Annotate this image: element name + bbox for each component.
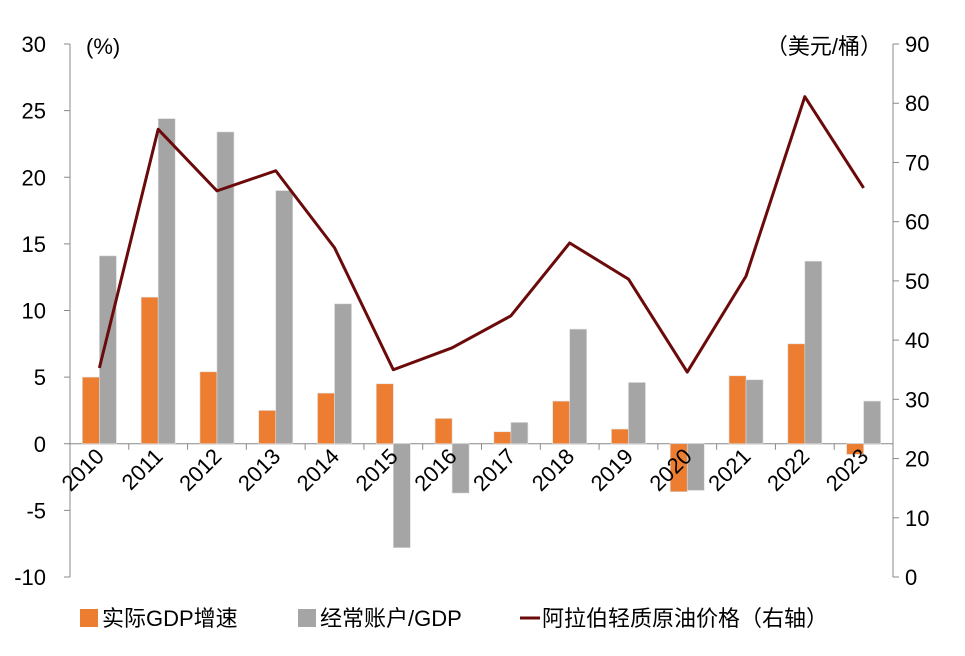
bar-gdp-growth — [494, 432, 511, 444]
x-axis-tick-label: 2010 — [57, 444, 109, 496]
bar-gdp-growth — [82, 377, 99, 444]
left-axis-tick-label: -10 — [14, 565, 46, 590]
bar-current-account — [805, 261, 822, 444]
legend: 实际GDP增速 经常账户/GDP 阿拉伯轻质原油价格（右轴） — [80, 606, 828, 631]
bar-gdp-growth — [259, 410, 276, 443]
right-axis-tick-label: 20 — [905, 447, 929, 472]
right-axis-tick-label: 70 — [905, 150, 929, 175]
bar-current-account — [570, 329, 587, 444]
x-axis-tick-label: 2023 — [821, 444, 873, 496]
x-axis-tick-label: 2017 — [468, 444, 520, 496]
bar-gdp-growth — [729, 376, 746, 444]
right-axis-tick-label: 60 — [905, 210, 929, 235]
bar-current-account — [99, 256, 116, 444]
x-axis-tick-label: 2021 — [703, 444, 755, 496]
bar-gdp-growth — [788, 344, 805, 444]
bar-current-account — [276, 191, 293, 444]
right-axis-tick-label: 40 — [905, 328, 929, 353]
right-axis-tick-label: 80 — [905, 91, 929, 116]
left-axis-tick-label: 30 — [22, 32, 46, 57]
left-axis-tick-label: 10 — [22, 299, 46, 324]
bar-current-account — [746, 380, 763, 444]
left-axis-tick-label: 15 — [22, 232, 46, 257]
left-axis-unit: (%) — [86, 34, 120, 59]
legend-label-oil: 阿拉伯轻质原油价格（右轴） — [542, 606, 828, 631]
right-axis-unit: （美元/桶） — [766, 34, 882, 59]
right-axis-tick-label: 30 — [905, 387, 929, 412]
bar-current-account — [511, 422, 528, 443]
bar-current-account — [628, 382, 645, 443]
right-axis-tick-label: 50 — [905, 269, 929, 294]
bar-current-account — [158, 119, 175, 444]
bar-gdp-growth — [611, 429, 628, 444]
left-axis-tick-label: -5 — [26, 498, 46, 523]
x-axis-tick-label: 2011 — [117, 444, 168, 495]
left-axis-tick-label: 0 — [34, 432, 46, 457]
x-axis-tick-label: 2019 — [586, 444, 638, 496]
x-axis-tick-label: 2012 — [174, 444, 226, 496]
x-axis-tick-label: 2022 — [762, 444, 814, 496]
left-axis-tick-label: 25 — [22, 99, 46, 124]
legend-label-current-account: 经常账户/GDP — [320, 606, 462, 631]
right-axis-tick-label: 0 — [905, 565, 917, 590]
bar-gdp-growth — [435, 418, 452, 443]
left-axis-tick-label: 20 — [22, 165, 46, 190]
oil-price-line — [99, 97, 863, 372]
bar-current-account — [452, 444, 469, 493]
legend-swatch-current-account — [298, 609, 316, 627]
right-axis-tick-label: 90 — [905, 32, 929, 57]
bar-gdp-growth — [141, 297, 158, 444]
bar-gdp-growth — [376, 384, 393, 444]
bar-current-account — [335, 304, 352, 444]
x-axis-tick-label: 2014 — [292, 444, 344, 496]
bar-current-account — [864, 401, 881, 444]
bar-gdp-growth — [200, 372, 217, 444]
x-axis-tick-label: 2013 — [233, 444, 285, 496]
legend-swatch-gdp — [80, 609, 98, 627]
legend-label-gdp: 实际GDP增速 — [102, 606, 238, 631]
bar-current-account — [217, 132, 234, 444]
bar-gdp-growth — [318, 393, 335, 444]
right-axis-tick-label: 10 — [905, 506, 929, 531]
x-axis-tick-label: 2018 — [527, 444, 579, 496]
bar-gdp-growth — [553, 401, 570, 444]
left-axis-tick-label: 5 — [34, 365, 46, 390]
